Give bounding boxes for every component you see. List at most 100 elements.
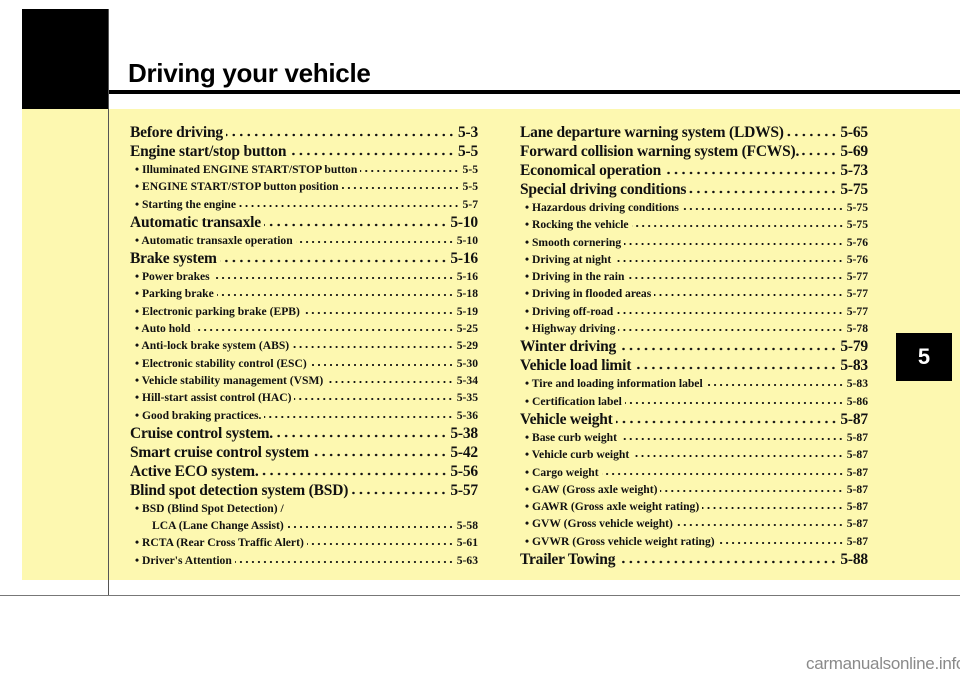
toc-entry-page: 5-87: [846, 465, 868, 479]
dot-leader: [294, 397, 454, 402]
toc-subentry[interactable]: • Certification label 5-86: [520, 393, 868, 410]
toc-subentry[interactable]: • GAW (Gross axle weight) 5-87: [520, 481, 868, 498]
toc-subentry[interactable]: LCA (Lane Change Assist) 5-58: [130, 517, 478, 534]
dot-leader: [618, 560, 838, 565]
toc-subentry[interactable]: • Hazardous driving conditions 5-75: [520, 199, 868, 216]
toc-subentry[interactable]: • Driving in the rain 5-77: [520, 268, 868, 285]
toc-subentry[interactable]: • Rocking the vehicle 5-75: [520, 216, 868, 233]
toc-subentry[interactable]: • GVW (Gross vehicle weight) 5-87: [520, 515, 868, 532]
dot-leader: [786, 133, 838, 137]
toc-subentry[interactable]: • Automatic transaxle operation 5-10: [130, 232, 478, 249]
toc-subentry[interactable]: • Illuminated ENGINE START/STOP button 5-…: [130, 161, 478, 178]
toc-entry[interactable]: Engine start/stop button 5-5: [130, 142, 478, 161]
toc-entry-label: Brake system: [130, 250, 217, 268]
toc-entry[interactable]: Vehicle load limit 5-83: [520, 356, 868, 375]
toc-entry[interactable]: Blind spot detection system (BSD) 5-57: [130, 481, 478, 500]
toc-entry[interactable]: Lane departure warning system (LDWS) 5-65: [520, 123, 868, 142]
toc-entry-page: 5-79: [840, 338, 868, 356]
chapter-tab[interactable]: 5: [896, 333, 952, 381]
toc-subentry[interactable]: • Auto hold 5-25: [130, 320, 478, 337]
toc-entry-page: 5-57: [450, 481, 478, 499]
toc-entry-page: 5-5: [462, 163, 478, 176]
dot-leader: [193, 328, 454, 333]
toc-entry-page: 5-61: [456, 536, 478, 550]
toc-entry-page: 5-88: [840, 551, 868, 569]
toc-entry[interactable]: Economical operation 5-73: [520, 161, 868, 180]
toc-entry[interactable]: Special driving conditions 5-75: [520, 180, 868, 199]
toc-subentry[interactable]: • Driver's Attention 5-63: [130, 552, 478, 569]
toc-entry-page: 5-36: [456, 408, 478, 422]
toc-entry-label: • Smooth cornering: [525, 235, 622, 249]
dot-leader: [234, 559, 454, 564]
toc-subentry[interactable]: • Electronic parking brake (EPB) 5-19: [130, 303, 478, 320]
toc-subentry[interactable]: • Hill-start assist control (HAC) 5-35: [130, 389, 478, 406]
dot-leader: [619, 347, 838, 352]
page-title: Driving your vehicle: [128, 58, 371, 88]
dot-leader: [219, 259, 448, 264]
dot-leader: [302, 310, 454, 315]
toc-entry-page: 5-5: [457, 143, 478, 160]
toc-subentry[interactable]: • Highway driving 5-78: [520, 320, 868, 337]
toc-subentry[interactable]: • Vehicle curb weight 5-87: [520, 446, 868, 463]
toc-entry-page: 5-78: [846, 322, 868, 336]
toc-subentry[interactable]: • GVWR (Gross vehicle weight rating) 5-87: [520, 533, 868, 550]
toc-entry-page: 5-65: [840, 124, 868, 141]
toc-subentry[interactable]: • Starting the engine 5-7: [130, 196, 478, 213]
toc-entry-page: 5-83: [846, 377, 868, 391]
dot-leader: [618, 328, 844, 333]
toc-subentry[interactable]: • Electronic stability control (ESC) 5-30: [130, 355, 478, 372]
toc-entry[interactable]: Vehicle weight 5-87: [520, 410, 868, 429]
toc-entry-page: 5-87: [846, 430, 868, 444]
toc-entry-label: • GVW (Gross vehicle weight): [525, 517, 673, 531]
toc-subentry[interactable]: • Base curb weight 5-87: [520, 429, 868, 446]
toc-entry[interactable]: Automatic transaxle 5-10: [130, 213, 478, 232]
dot-leader: [675, 523, 844, 528]
toc-entry-page: 5-16: [456, 270, 478, 284]
toc-subentry[interactable]: • BSD (Blind Spot Detection) /: [130, 500, 478, 517]
toc-entry[interactable]: Trailer Towing 5-88: [520, 550, 868, 569]
toc-entry-label: • Certification label: [525, 394, 622, 408]
toc-entry[interactable]: Winter driving 5-79: [520, 337, 868, 356]
toc-entry-label: • Illuminated ENGINE START/STOP button: [135, 163, 358, 176]
toc-entry-page: 5-42: [450, 443, 478, 461]
toc-subentry[interactable]: • Parking brake 5-18: [130, 285, 478, 302]
dot-leader: [212, 276, 454, 281]
toc-subentry[interactable]: • RCTA (Rear Cross Traffic Alert) 5-61: [130, 534, 478, 551]
toc-subentry[interactable]: • Smooth cornering 5-76: [520, 234, 868, 251]
toc-subentry[interactable]: • Power brakes 5-16: [130, 268, 478, 285]
toc-subentry[interactable]: • Good braking practices. 5-36: [130, 407, 478, 424]
dot-leader: [261, 471, 448, 476]
toc-subentry[interactable]: • Tire and loading information label 5-83: [520, 375, 868, 392]
toc-entry[interactable]: Smart cruise control system 5-42: [130, 443, 478, 462]
toc-subentry[interactable]: • Driving in flooded areas 5-77: [520, 285, 868, 302]
toc-subentry[interactable]: • Vehicle stability management (VSM) 5-34: [130, 372, 478, 389]
toc-entry[interactable]: Before driving 5-3: [130, 123, 478, 142]
dot-leader: [681, 207, 844, 211]
toc-entry-page: 5-87: [846, 482, 868, 496]
toc-entry-label: • Automatic transaxle operation: [135, 233, 293, 247]
toc-entry-label: • Anti-lock brake system (ABS): [135, 339, 290, 353]
toc-entry[interactable]: Active ECO system. 5-56: [130, 462, 478, 481]
toc-entry-page: 5-19: [456, 304, 478, 318]
toc-entry-page: 5-35: [456, 391, 478, 405]
toc-entry-page: 5-75: [840, 181, 868, 198]
toc-entry-page: 5-16: [450, 250, 478, 268]
toc-entry-label: Before driving: [130, 124, 223, 141]
toc-entry-label: Lane departure warning system (LDWS): [520, 124, 784, 141]
toc-subentry[interactable]: • ENGINE START/STOP button position 5-5: [130, 178, 478, 195]
dot-leader: [311, 452, 448, 457]
toc-subentry[interactable]: • Driving off-road 5-77: [520, 303, 868, 320]
dot-leader: [306, 542, 454, 547]
toc-subentry[interactable]: • Driving at night 5-76: [520, 251, 868, 268]
toc-subentry[interactable]: • GAWR (Gross axle weight rating) 5-87: [520, 498, 868, 515]
toc-entry-label: • Good braking practices.: [135, 408, 262, 422]
toc-subentry[interactable]: • Cargo weight 5-87: [520, 464, 868, 481]
toc-entry-label: • Driving off-road: [525, 304, 614, 318]
toc-entry[interactable]: Forward collision warning system (FCWS).…: [520, 142, 868, 161]
toc-entry[interactable]: Brake system 5-16: [130, 249, 478, 268]
toc-subentry[interactable]: • Anti-lock brake system (ABS) 5-29: [130, 337, 478, 354]
toc-entry-label: • Hill-start assist control (HAC): [135, 391, 292, 405]
toc-entry-page: 5-63: [456, 553, 478, 567]
toc-entry-label: • GAWR (Gross axle weight rating): [525, 500, 700, 514]
toc-entry[interactable]: Cruise control system. 5-38: [130, 424, 478, 443]
